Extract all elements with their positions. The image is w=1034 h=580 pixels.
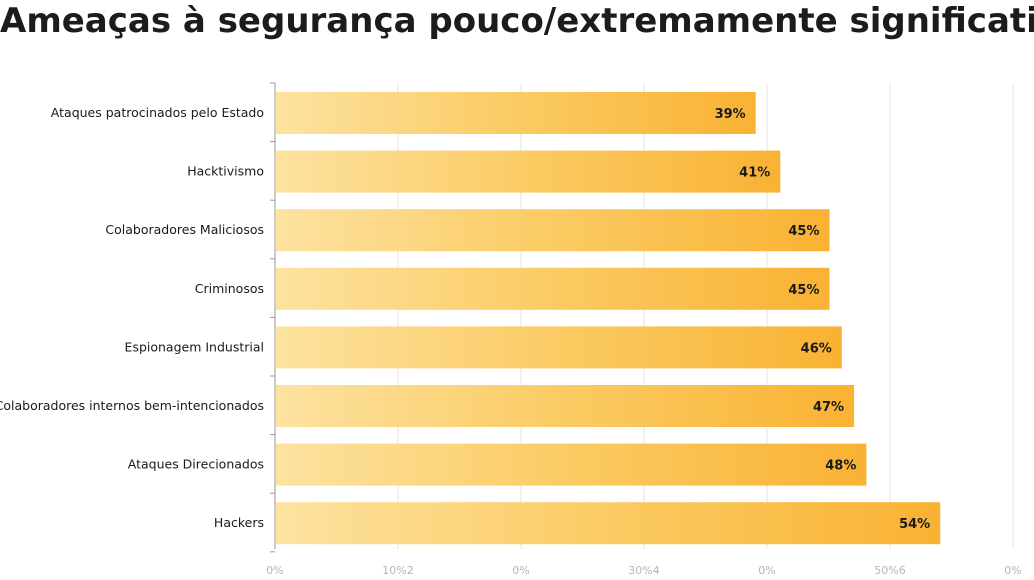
x-tick-label: 10%2 [382,564,413,577]
x-tick-label: 0% [266,564,283,577]
bar-value-label: 41% [739,166,770,181]
category-label: Ataques Direcionados [128,457,264,472]
category-label: Hackers [214,515,264,530]
bar [276,267,830,310]
bar-value-label: 46% [801,341,832,356]
bar [276,443,867,486]
bar [276,326,842,369]
x-tick-label: 50%6 [874,564,905,577]
y-axis [270,82,276,553]
bar-value-label: 39% [715,107,746,122]
bar-value-label: 48% [825,459,856,474]
category-label: Colaboradores internos bem-intencionados [0,398,264,413]
chart-title: Ameaças à segurança pouco/extremamente s… [0,1,1034,41]
bar [276,92,756,134]
category-label: Colaboradores Maliciosos [105,222,264,237]
bar [276,209,830,252]
x-tick-label: 0% [512,564,529,577]
x-tick-label: 0% [1004,564,1021,577]
category-label: Criminosos [195,281,264,296]
category-label: Ataques patrocinados pelo Estado [51,105,264,120]
bar [276,150,781,193]
x-tick-label: 30%4 [628,564,659,577]
bar-value-label: 54% [899,517,930,532]
bar-value-label: 45% [788,224,819,239]
category-label: Espionagem Industrial [125,339,264,354]
labels: 0% 10%2 0% 30%4 0% 50%6 0% 39% Ataques patrocina… [0,105,1022,577]
bar [276,385,855,427]
bars [276,92,941,545]
x-tick-label: 0% [758,564,775,577]
bar-value-label: 45% [788,283,819,298]
bar [276,502,941,545]
bar-value-label: 47% [813,400,844,415]
category-label: Hacktivismo [187,164,264,179]
